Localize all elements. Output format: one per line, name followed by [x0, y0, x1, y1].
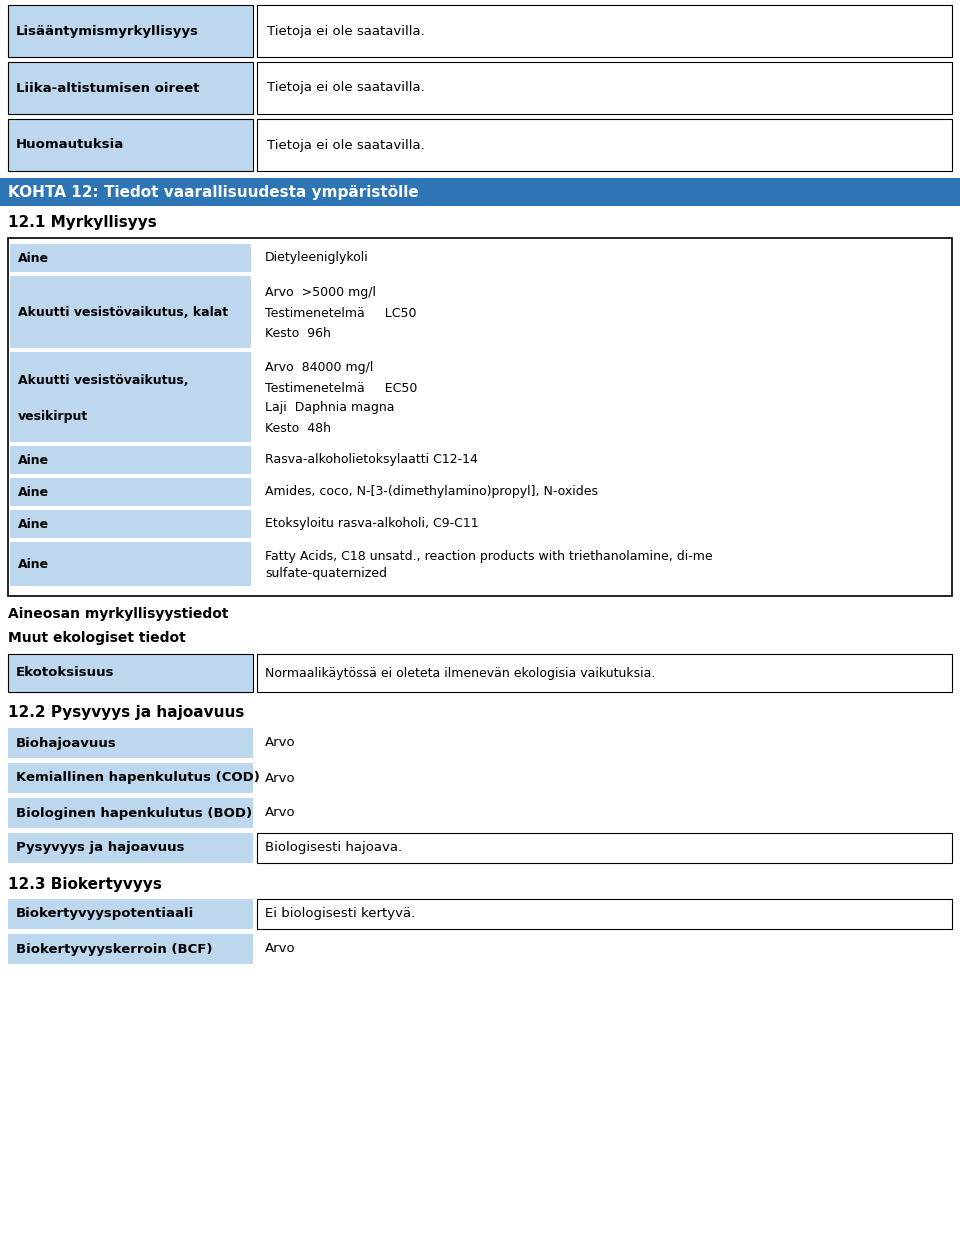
Text: Arvo: Arvo: [265, 943, 296, 955]
Text: 12.1 Myrkyllisyys: 12.1 Myrkyllisyys: [8, 216, 156, 231]
Text: Aine: Aine: [18, 485, 49, 499]
Bar: [8, 833, 253, 863]
Text: Biologisesti hajoava.: Biologisesti hajoava.: [265, 842, 402, 854]
Bar: [8, 62, 253, 114]
Text: Aine: Aine: [18, 252, 49, 264]
Text: KOHTA 12: Tiedot vaarallisuudesta ympäristölle: KOHTA 12: Tiedot vaarallisuudesta ympäri…: [8, 185, 419, 200]
Text: Arvo  >5000 mg/l: Arvo >5000 mg/l: [265, 286, 376, 299]
Text: Tietoja ei ole saatavilla.: Tietoja ei ole saatavilla.: [267, 25, 424, 37]
Text: Normaalikäytössä ei oleteta ilmenevän ekologisia vaikutuksia.: Normaalikäytössä ei oleteta ilmenevän ek…: [265, 666, 656, 680]
Text: Tietoja ei ole saatavilla.: Tietoja ei ole saatavilla.: [267, 81, 424, 95]
Text: Huomautuksia: Huomautuksia: [16, 138, 124, 152]
Text: Rasva-alkoholietoksylaatti C12-14: Rasva-alkoholietoksylaatti C12-14: [265, 454, 478, 466]
Text: Dietyleeniglykoli: Dietyleeniglykoli: [265, 252, 369, 264]
Text: Arvo  84000 mg/l: Arvo 84000 mg/l: [265, 362, 373, 374]
Text: 12.3 Biokertyvyys: 12.3 Biokertyvyys: [8, 876, 162, 891]
Bar: [8, 798, 253, 828]
Bar: [8, 5, 253, 57]
Text: Testimenetelmä     EC50: Testimenetelmä EC50: [265, 381, 418, 395]
Bar: [8, 728, 253, 758]
Text: Muut ekologiset tiedot: Muut ekologiset tiedot: [8, 631, 185, 645]
Text: Biologinen hapenkulutus (BOD): Biologinen hapenkulutus (BOD): [16, 807, 252, 819]
Text: Fatty Acids, C18 unsatd., reaction products with triethanolamine, di-me: Fatty Acids, C18 unsatd., reaction produ…: [265, 549, 712, 563]
Bar: [257, 900, 952, 929]
Bar: [10, 510, 251, 538]
Bar: [10, 542, 251, 586]
Bar: [10, 276, 251, 348]
Bar: [10, 352, 251, 442]
Text: Kemiallinen hapenkulutus (COD): Kemiallinen hapenkulutus (COD): [16, 771, 260, 785]
Text: Kesto  96h: Kesto 96h: [265, 327, 331, 341]
Text: Biohajoavuus: Biohajoavuus: [16, 737, 117, 749]
Bar: [8, 238, 952, 596]
Text: Biokertyvyyskerroin (BCF): Biokertyvyyskerroin (BCF): [16, 943, 212, 955]
Bar: [10, 478, 251, 506]
Text: Tietoja ei ole saatavilla.: Tietoja ei ole saatavilla.: [267, 138, 424, 152]
Text: Liika-altistumisen oireet: Liika-altistumisen oireet: [16, 81, 200, 95]
Text: Arvo: Arvo: [265, 737, 296, 749]
Text: Ekotoksisuus: Ekotoksisuus: [16, 666, 114, 680]
Bar: [8, 763, 253, 793]
Text: Arvo: Arvo: [265, 771, 296, 785]
Text: vesikirput: vesikirput: [18, 410, 88, 423]
Text: Aine: Aine: [18, 558, 49, 570]
Text: Testimenetelmä     LC50: Testimenetelmä LC50: [265, 306, 417, 320]
Text: Aine: Aine: [18, 517, 49, 531]
Bar: [0, 178, 960, 206]
Text: sulfate-quaternized: sulfate-quaternized: [265, 568, 387, 580]
Text: Amides, coco, N-[3-(dimethylamino)propyl], N-oxides: Amides, coco, N-[3-(dimethylamino)propyl…: [265, 485, 598, 499]
Bar: [8, 900, 253, 929]
Bar: [257, 118, 952, 172]
Text: Akuutti vesistövaikutus,: Akuutti vesistövaikutus,: [18, 374, 188, 387]
Bar: [8, 118, 253, 172]
Text: Laji  Daphnia magna: Laji Daphnia magna: [265, 401, 395, 415]
Bar: [257, 833, 952, 863]
Bar: [257, 654, 952, 692]
Bar: [10, 445, 251, 474]
Bar: [257, 5, 952, 57]
Text: Arvo: Arvo: [265, 807, 296, 819]
Text: Lisääntymismyrkyllisyys: Lisääntymismyrkyllisyys: [16, 25, 199, 37]
Bar: [8, 654, 253, 692]
Text: Akuutti vesistövaikutus, kalat: Akuutti vesistövaikutus, kalat: [18, 306, 228, 318]
Text: Ei biologisesti kertyvä.: Ei biologisesti kertyvä.: [265, 907, 416, 921]
Text: Biokertyvyyspotentiaali: Biokertyvyyspotentiaali: [16, 907, 194, 921]
Text: Etoksyloitu rasva-alkoholi, C9-C11: Etoksyloitu rasva-alkoholi, C9-C11: [265, 517, 479, 531]
Text: Aineosan myrkyllisyystiedot: Aineosan myrkyllisyystiedot: [8, 607, 228, 621]
Bar: [10, 244, 251, 271]
Text: 12.2 Pysyvyys ja hajoavuus: 12.2 Pysyvyys ja hajoavuus: [8, 706, 245, 721]
Text: Aine: Aine: [18, 454, 49, 466]
Text: Kesto  48h: Kesto 48h: [265, 422, 331, 434]
Bar: [257, 62, 952, 114]
Bar: [8, 934, 253, 964]
Text: Pysyvyys ja hajoavuus: Pysyvyys ja hajoavuus: [16, 842, 184, 854]
